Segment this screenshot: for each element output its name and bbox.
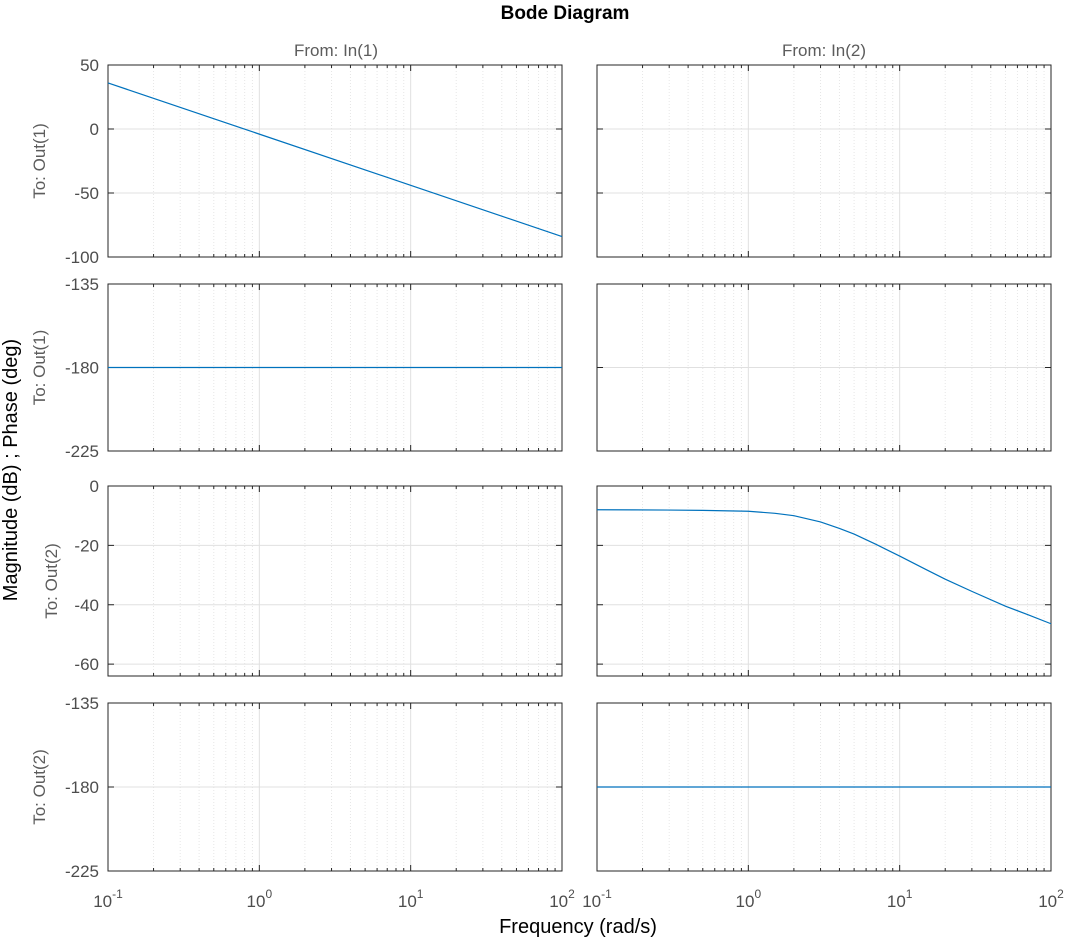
series-line [596,509,1052,625]
x-tick-label: 10-1 [582,887,612,911]
axes-box [107,485,563,677]
y-tick-label: -40 [74,596,99,615]
y-tick-label: -135 [65,275,99,294]
column-label-in1: From: In(1) [294,41,378,60]
axes-box [107,64,563,258]
x-tick-label: 10-1 [93,887,123,911]
axes-box [596,485,1052,677]
panel-r3-c2 [596,485,1052,677]
panel-r4-c1: -135 -180 -225 10-1 100 101 102 [65,694,575,911]
subplot-grid: To: Out(1) To: Out(1) To: Out(2) To: Out(2)… [30,56,1064,911]
x-tick-label: 102 [549,887,575,911]
y-tick-label: 50 [80,56,99,75]
panel-r1-c1: 50 0 -50 -100 [65,56,563,267]
y-axis-title: Magnitude (dB) ; Phase (deg) [0,339,22,601]
x-axis-title: Frequency (rad/s) [499,916,657,938]
panel-r2-c2 [596,283,1052,452]
row-label-1: To: Out(1) [30,123,49,199]
x-tick-label: 101 [398,887,424,911]
x-tick-label: 100 [247,887,273,911]
x-tick-label: 102 [1038,887,1064,911]
panel-r3-c1: 0 -20 -40 -60 [74,477,563,677]
y-tick-label: 0 [90,477,99,496]
x-tick-label: 100 [736,887,762,911]
panel-r4-c2: 10-1 100 101 102 [582,702,1064,911]
chart-title: Bode Diagram [501,3,630,24]
y-tick-label: -135 [65,694,99,713]
y-tick-label: -180 [65,359,99,378]
y-tick-label: -20 [74,536,99,555]
x-tick-label: 101 [887,887,913,911]
axes-box [596,64,1052,258]
y-tick-label: -225 [65,862,99,881]
panel-r2-c1: -135 -180 -225 [65,275,563,461]
column-label-in2: From: In(2) [782,41,866,60]
row-label-4: To: Out(2) [30,749,49,825]
y-tick-label: -100 [65,248,99,267]
y-tick-label: -225 [65,442,99,461]
y-tick-label: -60 [74,655,99,674]
y-tick-label: 0 [90,120,99,139]
row-label-2: To: Out(1) [30,330,49,406]
y-tick-label: -180 [65,778,99,797]
row-label-3: To: Out(2) [42,543,61,619]
y-tick-label: -50 [74,184,99,203]
panel-r1-c2 [596,64,1052,258]
series-line [107,82,563,238]
